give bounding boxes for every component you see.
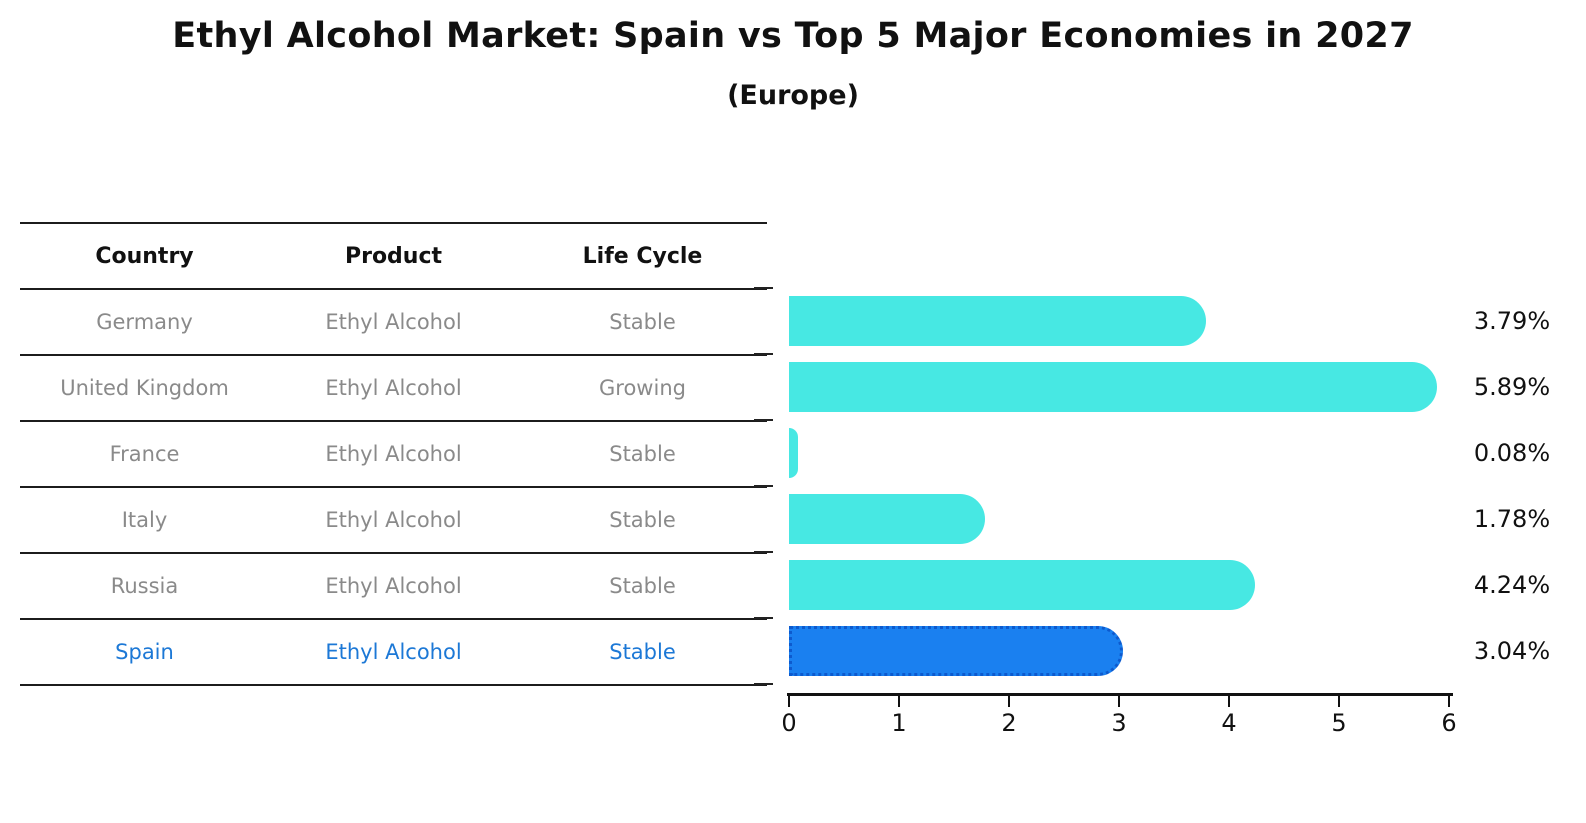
table-cell-product: Ethyl Alcohol <box>325 640 462 664</box>
y-axis-tick <box>754 683 773 685</box>
x-axis-tick <box>1228 696 1230 707</box>
bar-value-label: 4.24% <box>1473 571 1551 599</box>
table-cell-product: Ethyl Alcohol <box>325 376 462 400</box>
table-row: United Kingdom Ethyl Alcohol Growing <box>20 354 767 420</box>
chart-title: Ethyl Alcohol Market: Spain vs Top 5 Maj… <box>172 16 1414 56</box>
table-cell-country: France <box>109 442 180 466</box>
x-axis-tick-label: 4 <box>1221 709 1237 737</box>
table-row: Germany Ethyl Alcohol Stable <box>20 288 767 354</box>
bar-russia <box>789 560 1256 610</box>
table-row: Russia Ethyl Alcohol Stable <box>20 552 767 618</box>
bar-germany <box>789 296 1206 346</box>
table-cell-life-cycle: Stable <box>609 508 676 532</box>
table-header-product: Product <box>344 243 443 269</box>
y-axis-tick <box>754 353 773 355</box>
table-cell-product: Ethyl Alcohol <box>325 508 462 532</box>
x-axis-tick-label: 2 <box>1001 709 1017 737</box>
x-axis-tick-label: 1 <box>891 709 907 737</box>
table-cell-life-cycle: Stable <box>609 442 676 466</box>
country-table: Country Product Life Cycle Germany Ethyl… <box>20 222 767 686</box>
table-cell-life-cycle: Stable <box>609 574 676 598</box>
x-axis-tick <box>1448 696 1450 707</box>
table-cell-life-cycle: Growing <box>599 376 686 400</box>
table-row: France Ethyl Alcohol Stable <box>20 420 767 486</box>
table-cell-country: Russia <box>110 574 179 598</box>
x-axis-tick-label: 3 <box>1111 709 1127 737</box>
bar-value-label: 0.08% <box>1473 439 1551 467</box>
table-cell-country: Germany <box>96 310 193 334</box>
bar-value-label: 1.78% <box>1473 505 1551 533</box>
table-cell-country: Italy <box>121 508 168 532</box>
table-row: Spain Ethyl Alcohol Stable <box>20 618 767 684</box>
chart-subtitle: (Europe) <box>727 80 859 111</box>
x-axis-tick-label: 0 <box>781 709 797 737</box>
bar-value-label: 3.79% <box>1473 307 1551 335</box>
table-cell-product: Ethyl Alcohol <box>325 310 462 334</box>
table-header-row: Country Product Life Cycle <box>20 222 767 288</box>
x-axis-tick-label: 6 <box>1441 709 1457 737</box>
x-axis-line <box>787 693 1453 696</box>
bar-italy <box>789 494 985 544</box>
bar-united-kingdom <box>789 362 1437 412</box>
bar-value-label: 5.89% <box>1473 373 1551 401</box>
table-cell-country: Spain <box>115 640 174 664</box>
bar-france <box>789 428 798 478</box>
table-header-country: Country <box>95 243 194 269</box>
y-axis-tick <box>754 551 773 553</box>
table-row: Italy Ethyl Alcohol Stable <box>20 486 767 552</box>
table-cell-life-cycle: Stable <box>609 640 676 664</box>
x-axis-tick <box>788 696 790 707</box>
bar-spain <box>789 626 1124 676</box>
table-cell-product: Ethyl Alcohol <box>325 574 462 598</box>
x-axis-tick <box>898 696 900 707</box>
x-axis-tick-label: 5 <box>1331 709 1347 737</box>
y-axis-tick <box>754 617 773 619</box>
bar-value-label: 3.04% <box>1473 637 1551 665</box>
x-axis-tick <box>1008 696 1010 707</box>
x-axis-tick <box>1118 696 1120 707</box>
table-header-life-cycle: Life Cycle <box>582 243 703 269</box>
y-axis-tick <box>754 485 773 487</box>
x-axis-tick <box>1338 696 1340 707</box>
table-cell-product: Ethyl Alcohol <box>325 442 462 466</box>
y-axis-tick <box>754 287 773 289</box>
y-axis-tick <box>754 419 773 421</box>
table-cell-life-cycle: Stable <box>609 310 676 334</box>
table-cell-country: United Kingdom <box>60 376 229 400</box>
